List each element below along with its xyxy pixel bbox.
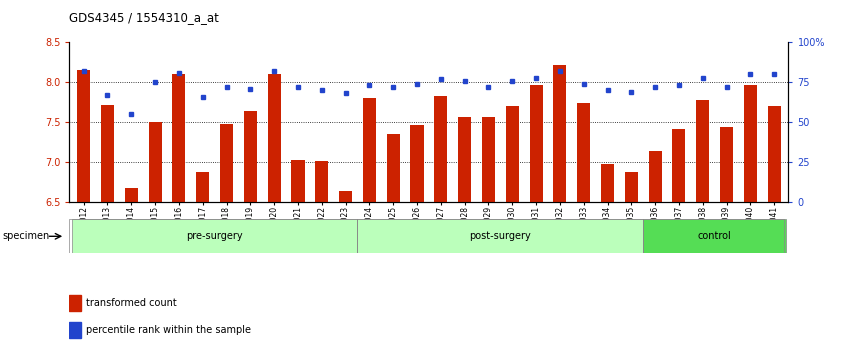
Bar xyxy=(149,122,162,202)
Bar xyxy=(530,85,542,202)
Bar xyxy=(410,125,424,202)
Bar xyxy=(577,103,591,202)
Bar xyxy=(69,295,81,310)
Bar xyxy=(482,118,495,202)
Text: pre-surgery: pre-surgery xyxy=(186,231,243,241)
Bar xyxy=(649,151,662,202)
Bar xyxy=(220,124,233,202)
Bar xyxy=(643,219,786,253)
Bar xyxy=(316,161,328,202)
Text: transformed count: transformed count xyxy=(85,298,177,308)
Bar xyxy=(196,172,209,202)
Text: percentile rank within the sample: percentile rank within the sample xyxy=(85,325,250,335)
Bar xyxy=(624,171,638,202)
Bar xyxy=(77,70,91,202)
Bar xyxy=(601,164,614,202)
Bar xyxy=(720,127,733,202)
Bar xyxy=(124,188,138,202)
Text: GDS4345 / 1554310_a_at: GDS4345 / 1554310_a_at xyxy=(69,11,219,24)
Bar xyxy=(744,85,757,202)
Text: control: control xyxy=(698,231,732,241)
Bar xyxy=(387,134,400,202)
Bar xyxy=(696,100,709,202)
Bar xyxy=(458,116,471,202)
Bar xyxy=(339,192,352,202)
Bar xyxy=(267,74,281,202)
Bar xyxy=(244,111,257,202)
Bar xyxy=(72,219,358,253)
Bar xyxy=(767,106,781,202)
Bar xyxy=(101,105,114,202)
Bar xyxy=(506,106,519,202)
Bar xyxy=(434,96,448,202)
Bar xyxy=(553,65,567,202)
Bar xyxy=(363,98,376,202)
Bar xyxy=(291,160,305,202)
Bar xyxy=(69,322,81,338)
Bar xyxy=(358,219,643,253)
Bar xyxy=(673,129,685,202)
Text: post-surgery: post-surgery xyxy=(470,231,531,241)
Bar xyxy=(173,74,185,202)
Text: specimen: specimen xyxy=(3,231,50,241)
